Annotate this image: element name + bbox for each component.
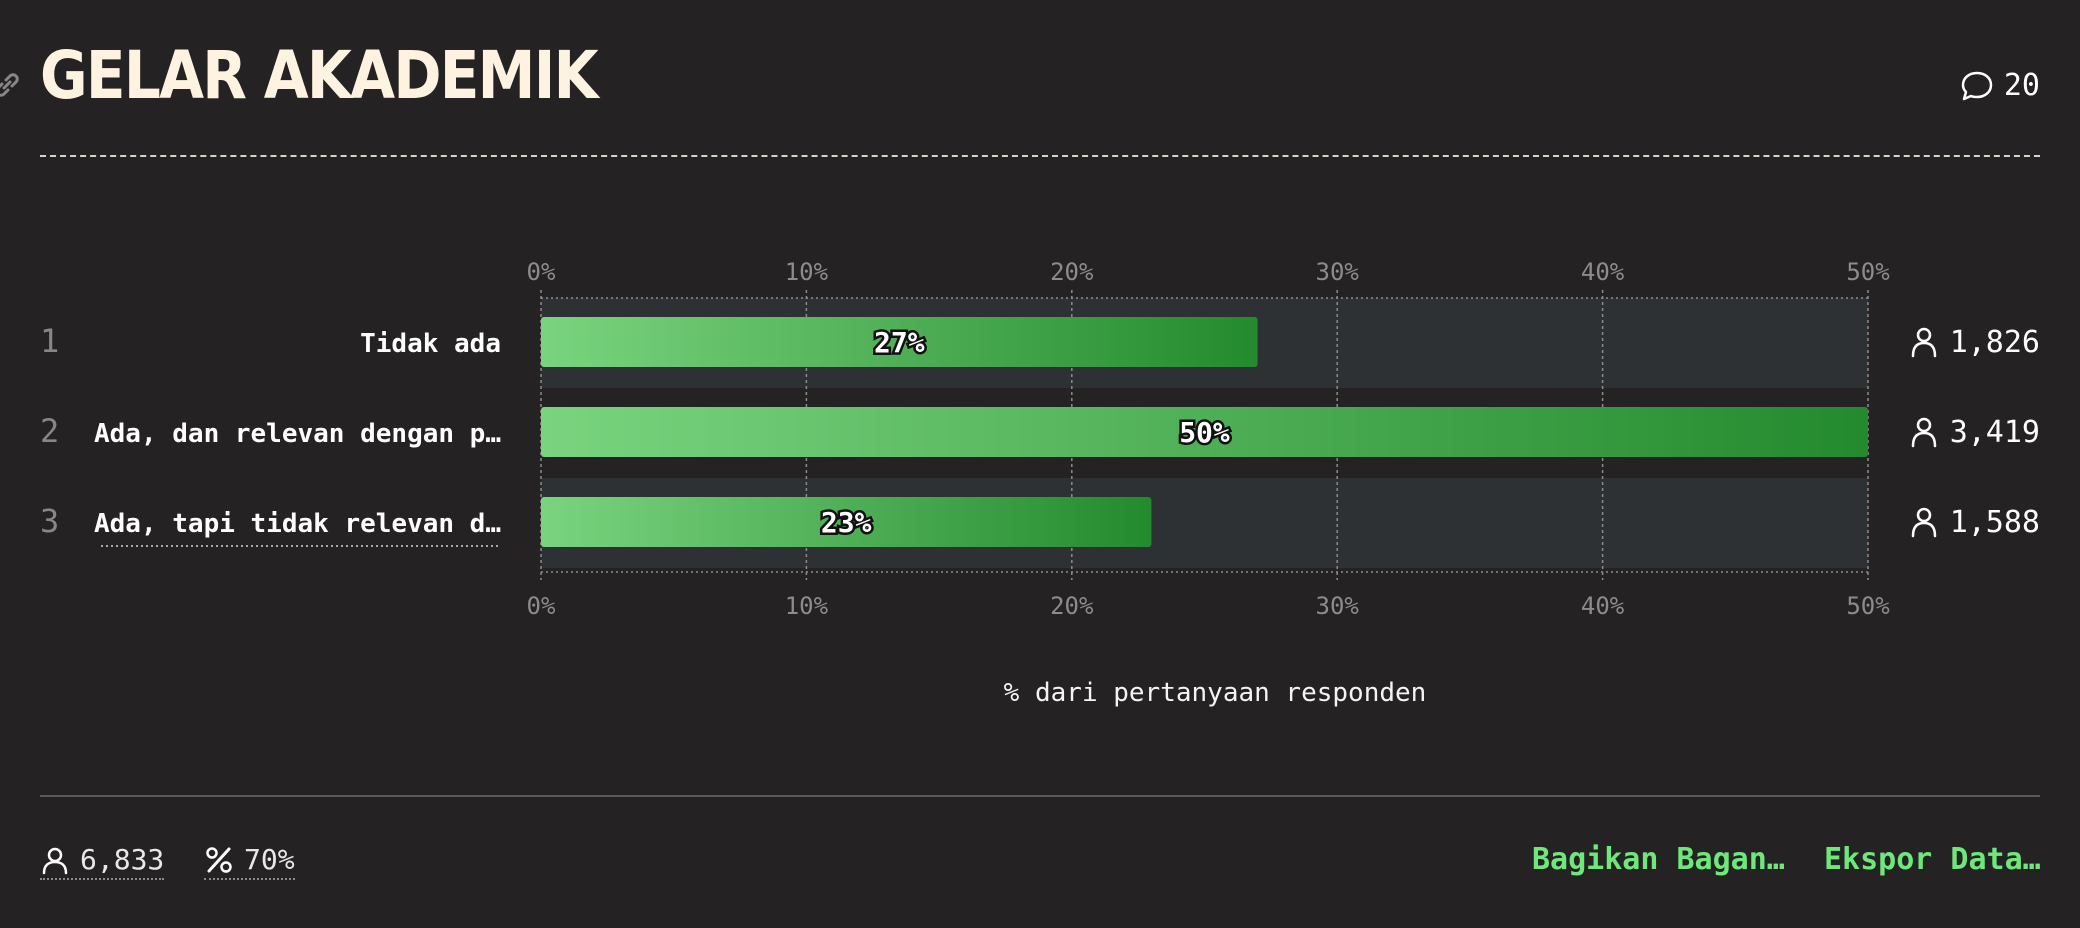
bar-chart: 27% 50% 23% 0% 0% 10% 10% 20% 20% 30% 30% 40% 40% 50… <box>40 258 2040 620</box>
x-tick-label-top: 40% <box>1581 258 1625 286</box>
row-count: 1,826 <box>1950 325 2040 360</box>
row-count: 1,588 <box>1950 505 2040 540</box>
x-tick-label-bottom: 50% <box>1846 592 1890 620</box>
export-data-button[interactable]: Ekspor Data… <box>1824 842 2041 877</box>
bar-value-label: 27% <box>874 326 925 359</box>
page-title: GELAR AKADEMIK <box>40 37 599 114</box>
respondents-count: 6,833 <box>80 843 165 876</box>
user-icon-body <box>1911 431 1937 448</box>
user-icon <box>42 847 68 874</box>
header-divider <box>40 155 2040 157</box>
total-respondents[interactable]: 6,833 <box>40 843 165 880</box>
row-count: 3,419 <box>1950 415 2040 450</box>
x-tick-label-bottom: 20% <box>1050 592 1094 620</box>
link-icon[interactable] <box>0 70 22 100</box>
x-tick-label-bottom: 10% <box>785 592 829 620</box>
percent-icon <box>206 846 232 873</box>
x-tick-label-top: 10% <box>785 258 829 286</box>
comment-icon <box>1961 71 1993 100</box>
user-icon-head <box>1916 417 1932 433</box>
comments-button[interactable]: 20 <box>1960 68 2040 103</box>
comment-count: 20 <box>2003 68 2040 103</box>
row-rank: 3 <box>40 502 59 540</box>
x-tick-label-bottom: 0% <box>527 592 556 620</box>
user-icon-body <box>1911 341 1937 358</box>
row-label: Ada, dan relevan dengan p… <box>94 419 501 449</box>
bar-value-label: 50% <box>1179 416 1230 449</box>
bar <box>541 317 1258 367</box>
user-icon-head <box>1916 327 1932 343</box>
row-label: Ada, tapi tidak relevan d… <box>94 509 501 539</box>
user-icon-head <box>1916 507 1932 523</box>
x-tick-label-bottom: 40% <box>1581 592 1625 620</box>
row-rank: 1 <box>40 322 59 360</box>
x-tick-label-bottom: 30% <box>1316 592 1360 620</box>
x-tick-label-top: 20% <box>1050 258 1094 286</box>
bar <box>541 497 1152 547</box>
share-chart-button[interactable]: Bagikan Bagan… <box>1532 842 1785 877</box>
x-tick-label-top: 30% <box>1316 258 1360 286</box>
row-label: Tidak ada <box>360 329 501 359</box>
bar <box>541 407 1868 457</box>
x-axis-title: % dari pertanyaan responden <box>1003 678 1427 708</box>
x-tick-label-top: 50% <box>1846 258 1890 286</box>
response-rate[interactable]: 70% <box>204 843 295 880</box>
user-icon-body <box>1911 521 1937 538</box>
footer-divider <box>40 795 2040 797</box>
response-rate-value: 70% <box>244 843 295 876</box>
bar-value-label: 23% <box>821 506 872 539</box>
row-rank: 2 <box>40 412 59 450</box>
x-tick-label-top: 0% <box>527 258 556 286</box>
